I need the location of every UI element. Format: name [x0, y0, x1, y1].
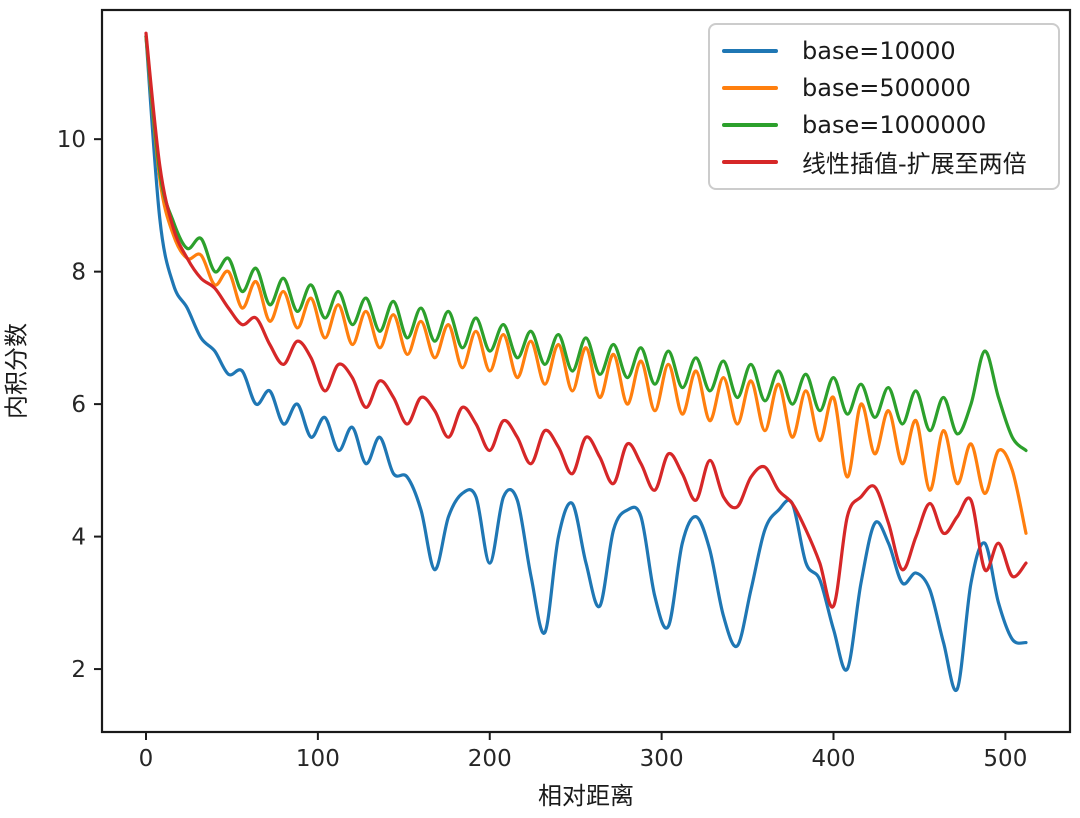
legend-item-3: 线性插值-扩展至两倍 — [710, 144, 1058, 180]
y-axis-label: 内积分数 — [2, 323, 31, 419]
legend-item-0: base=10000 — [710, 33, 1058, 69]
legend-label: base=10000 — [802, 37, 956, 66]
x-tick-label: 400 — [812, 746, 856, 772]
legend-swatch — [722, 49, 778, 54]
series-line-1 — [144, 34, 1028, 535]
y-tick-label: 2 — [71, 657, 86, 683]
x-tick-label: 300 — [640, 746, 684, 772]
y-tick-label: 6 — [71, 392, 86, 418]
y-tick-label: 4 — [71, 525, 86, 551]
legend-item-1: base=500000 — [710, 70, 1058, 106]
x-tick-label: 500 — [983, 746, 1027, 772]
legend-swatch — [722, 86, 778, 91]
x-axis-label: 相对距离 — [538, 782, 634, 810]
series-group — [144, 31, 1028, 693]
legend-label: base=500000 — [802, 74, 971, 103]
plot-border — [100, 8, 1072, 734]
legend-swatch — [722, 159, 778, 164]
legend-item-2: base=1000000 — [710, 107, 1058, 143]
legend-label: 线性插值-扩展至两倍 — [802, 150, 1027, 179]
legend: base=10000 base=500000 base=1000000 线性插值-扩展… — [708, 23, 1060, 190]
series-line-3 — [144, 31, 1028, 609]
legend-label: base=1000000 — [802, 110, 987, 139]
x-tick-label: 200 — [468, 746, 512, 772]
x-tick-label: 0 — [139, 746, 154, 772]
legend-swatch — [722, 122, 778, 127]
series-line-2 — [144, 34, 1028, 453]
y-tick-label: 10 — [57, 127, 86, 153]
y-tick-label: 8 — [71, 260, 86, 286]
x-tick-label: 100 — [296, 746, 340, 772]
series-line-0 — [144, 34, 1028, 693]
